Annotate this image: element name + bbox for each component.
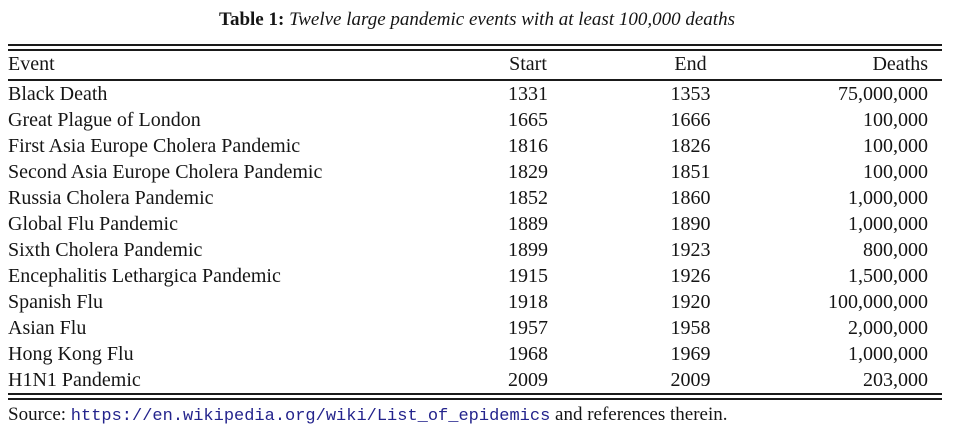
start-cell: 1968 (508, 343, 548, 365)
deaths-cell: 2,000,000 (848, 317, 928, 339)
event-cell: Great Plague of London (8, 109, 201, 131)
table-row: Encephalitis Lethargica Pandemic 1915 19… (8, 263, 942, 289)
deaths-cell: 1,500,000 (848, 265, 928, 287)
table-row: Hong Kong Flu 1968 1969 1,000,000 (8, 341, 942, 367)
event-cell: Hong Kong Flu (8, 343, 134, 365)
deaths-cell: 1,000,000 (848, 213, 928, 235)
column-header-start: Start (458, 51, 598, 81)
table-bottom-double-rule (8, 393, 942, 400)
end-cell: 1969 (670, 343, 711, 365)
end-cell: 1851 (670, 161, 711, 183)
event-cell: H1N1 Pandemic (8, 369, 141, 391)
event-cell: Second Asia Europe Cholera Pandemic (8, 161, 323, 183)
start-cell: 2009 (508, 369, 548, 391)
table-row: Great Plague of London 1665 1666 100,000 (8, 107, 942, 133)
deaths-cell: 100,000,000 (828, 291, 928, 313)
deaths-cell: 100,000 (863, 135, 928, 157)
end-cell: 1353 (670, 83, 711, 105)
end-cell: 1890 (670, 213, 711, 235)
event-cell: Global Flu Pandemic (8, 213, 178, 235)
start-cell: 1829 (508, 161, 548, 183)
deaths-cell: 75,000,000 (838, 83, 928, 105)
deaths-cell: 100,000 (863, 109, 928, 131)
deaths-cell: 100,000 (863, 161, 928, 183)
start-cell: 1918 (508, 291, 548, 313)
table-row: Global Flu Pandemic 1889 1890 1,000,000 (8, 211, 942, 237)
event-cell: Asian Flu (8, 317, 87, 339)
table-row: Black Death 1331 1353 75,000,000 (8, 80, 942, 107)
deaths-cell: 203,000 (863, 369, 928, 391)
end-cell: 1666 (670, 109, 711, 131)
end-cell: 1920 (670, 291, 711, 313)
table-row: Asian Flu 1957 1958 2,000,000 (8, 315, 942, 341)
end-cell: 1923 (670, 239, 711, 261)
table-caption-text: Twelve large pandemic events with at lea… (289, 9, 735, 30)
table-row: Spanish Flu 1918 1920 100,000,000 (8, 289, 942, 315)
start-cell: 1915 (508, 265, 548, 287)
column-header-deaths: Deaths (783, 51, 942, 81)
start-cell: 1852 (508, 187, 548, 209)
table-caption: Table 1: Twelve large pandemic events wi… (0, 8, 954, 32)
start-cell: 1889 (508, 213, 548, 235)
paper-table-figure: Table 1: Twelve large pandemic events wi… (0, 8, 954, 437)
table-row: First Asia Europe Cholera Pandemic 1816 … (8, 133, 942, 159)
event-cell: Spanish Flu (8, 291, 104, 313)
event-cell: Sixth Cholera Pandemic (8, 239, 203, 261)
deaths-cell: 800,000 (863, 239, 928, 261)
table-caption-number: Table 1: (219, 9, 285, 30)
end-cell: 1958 (670, 317, 711, 339)
event-cell: Black Death (8, 83, 108, 105)
source-suffix: and references therein. (550, 404, 728, 425)
source-prefix: Source: (8, 404, 71, 425)
end-cell: 1826 (670, 135, 711, 157)
event-cell: Encephalitis Lethargica Pandemic (8, 265, 281, 287)
column-header-end: End (598, 51, 783, 81)
event-cell: First Asia Europe Cholera Pandemic (8, 135, 301, 157)
column-header-event: Event (8, 51, 458, 81)
table-row: Second Asia Europe Cholera Pandemic 1829… (8, 159, 942, 185)
event-cell: Russia Cholera Pandemic (8, 187, 214, 209)
table-row: H1N1 Pandemic 2009 2009 203,000 (8, 367, 942, 393)
end-cell: 2009 (670, 369, 711, 391)
source-note: Source: https://en.wikipedia.org/wiki/Li… (8, 403, 954, 429)
start-cell: 1331 (508, 83, 548, 105)
start-cell: 1816 (508, 135, 548, 157)
deaths-cell: 1,000,000 (848, 343, 928, 365)
end-cell: 1926 (670, 265, 711, 287)
table-row: Sixth Cholera Pandemic 1899 1923 800,000 (8, 237, 942, 263)
table-header-row: Event Start End Deaths (8, 51, 942, 81)
start-cell: 1957 (508, 317, 548, 339)
deaths-cell: 1,000,000 (848, 187, 928, 209)
pandemics-table: Event Start End Deaths Black Death 1331 … (8, 51, 942, 393)
table-top-double-rule (8, 44, 942, 51)
end-cell: 1860 (670, 187, 711, 209)
start-cell: 1899 (508, 239, 548, 261)
table-row: Russia Cholera Pandemic 1852 1860 1,000,… (8, 185, 942, 211)
source-link[interactable]: https://en.wikipedia.org/wiki/List_of_ep… (70, 407, 551, 426)
start-cell: 1665 (508, 109, 548, 131)
